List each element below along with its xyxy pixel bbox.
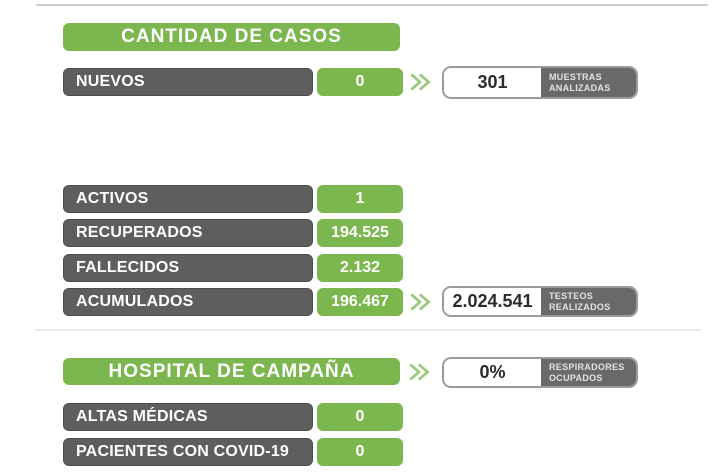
double-chevron-icon [410,73,431,91]
callout-label-line: ANALIZADAS [549,82,611,93]
callout-label: MUESTRAS ANALIZADAS [541,68,636,97]
callout-label: RESPIRADORES OCUPADOS [541,359,636,386]
stat-label-acumulados: ACUMULADOS [63,288,313,316]
callout-label: TESTEOS REALIZADOS [541,288,636,315]
stat-label-activos: ACTIVOS [63,185,313,213]
callout-testeos-realizados: 2.024.541 TESTEOS REALIZADOS [442,286,638,317]
callout-number: 0% [444,359,541,386]
callout-number: 2.024.541 [444,288,541,315]
stat-value-nuevos: 0 [317,68,403,96]
stat-value-acumulados: 196.467 [317,288,403,316]
callout-respiradores-ocupados: 0% RESPIRADORES OCUPADOS [442,357,638,388]
top-divider [36,4,708,6]
double-chevron-icon [409,363,430,381]
stat-value-fallecidos: 2.132 [317,254,403,282]
stat-label-recuperados: RECUPERADOS [63,219,313,247]
stat-label-altas-medicas: ALTAS MÉDICAS [63,403,313,431]
callout-label-line: OCUPADOS [549,372,603,383]
stat-value-recuperados: 194.525 [317,219,403,247]
callout-muestras-analizadas: 301 MUESTRAS ANALIZADAS [442,66,638,99]
stat-value-altas-medicas: 0 [317,403,403,431]
section-divider [35,329,701,331]
section-header-hospital-de-campana: HOSPITAL DE CAMPAÑA [63,358,400,385]
callout-label-line: MUESTRAS [549,71,602,82]
callout-label-line: TESTEOS [549,290,594,301]
callout-label-line: RESPIRADORES [549,361,625,372]
section-header-cantidad-de-casos: CANTIDAD DE CASOS [63,23,400,51]
stat-value-activos: 1 [317,185,403,213]
stat-value-pacientes-covid: 0 [317,438,403,466]
stat-label-pacientes-covid: PACIENTES CON COVID-19 [63,438,313,466]
stat-label-fallecidos: FALLECIDOS [63,254,313,282]
callout-label-line: REALIZADOS [549,301,611,312]
callout-number: 301 [444,68,541,97]
stat-label-nuevos: NUEVOS [63,68,313,96]
double-chevron-icon [410,293,431,311]
